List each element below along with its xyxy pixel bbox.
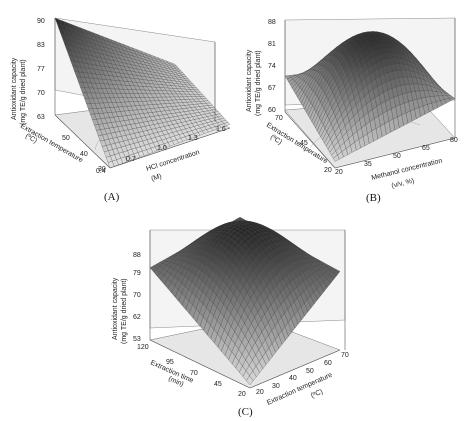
- panel-c-z-label: Antioxidant capacity: [112, 277, 119, 340]
- panel-c-caption: (C): [238, 406, 253, 418]
- panel-a-caption: (A): [104, 191, 120, 203]
- panel-b-y-axis: [284, 111, 336, 169]
- panel-a-x-axis: [109, 127, 231, 169]
- panel-b-y-tick: 20: [324, 167, 332, 174]
- panel-b-z-tick: 74: [268, 63, 276, 70]
- surface-mesh-cell: [223, 122, 231, 127]
- panel-a-x-tick: 1.0: [157, 145, 167, 152]
- panel-c-x-tick: 40: [289, 375, 297, 382]
- panel-b-y-tick: 45: [300, 140, 308, 147]
- panel-a-x-tick: 1.6: [216, 126, 226, 133]
- panel-c-z-tick: 53: [133, 336, 141, 343]
- panel-b-x-tick: 50: [393, 153, 401, 160]
- panel-b-surface: [284, 31, 456, 162]
- panel-c-y-tick: 45: [214, 381, 222, 388]
- panel-a-x-tick: 1.3: [188, 135, 198, 142]
- panel-a-x-tick: 0.4: [96, 168, 106, 175]
- panel-b-y-tick: 70: [275, 115, 283, 122]
- panel-c-z-tick: 79: [133, 270, 141, 277]
- panel-c-x-label-unit: (ºC): [310, 388, 324, 399]
- panel-b-x-tick: 20: [335, 169, 343, 176]
- panel-b-x-tick: 35: [364, 161, 372, 168]
- panel-a-z-tick: 63: [37, 114, 45, 121]
- panel-c-y-tick: 95: [166, 359, 174, 366]
- panel-c-z-tick: 70: [133, 292, 141, 299]
- panel-b-z-label: Antioxidant capacity: [246, 49, 253, 112]
- panel-a-y-axis: [54, 114, 111, 169]
- surface-mesh-cell: [448, 97, 456, 101]
- panel-c-z-tick: 88: [133, 252, 141, 259]
- panel-b-x-label-unit: (v/v, %): [391, 178, 415, 190]
- panel-c-y-tick: 20: [238, 391, 246, 398]
- panel-c-x-tick: 30: [272, 383, 280, 390]
- panel-a-x-tick: 0.7: [126, 156, 136, 163]
- panel-a-z-tick: 83: [37, 42, 45, 49]
- panel-c-y-tick: 120: [137, 344, 149, 351]
- panel-c-surface: [149, 216, 341, 386]
- panel-a-y-tick: 40: [80, 151, 88, 158]
- panel-a-surface: [54, 17, 231, 169]
- panel-a-z-tick: 77: [37, 66, 45, 73]
- panel-a-z-label: Antioxidant capacity: [11, 57, 18, 120]
- panel-b-z-tick: 60: [268, 107, 276, 114]
- panel-b-z-tick: 81: [268, 41, 276, 48]
- panel-b-caption: (B): [366, 192, 381, 204]
- surface-mesh-cell: [333, 269, 341, 276]
- panel-a-x-label-unit: (M): [150, 173, 162, 183]
- panel-a: 90 83 77 70 63 0.4 0.7 1.0 1.3 1.6 30 40…: [11, 17, 231, 203]
- panel-c-z-label-unit: (mg TE/g dried plant): [121, 278, 128, 344]
- panel-b-x-tick: 80: [450, 137, 458, 144]
- panel-b-z-tick: 88: [268, 19, 276, 26]
- panel-b: 88 81 74 67 60 20 35 50 65 80 20 45 70 A…: [246, 17, 458, 204]
- panel-a-y-tick: 50: [62, 135, 70, 142]
- panel-a-z-tick: 90: [37, 18, 45, 25]
- panel-b-z-label-unit: (mg TE/g dried plant): [255, 50, 262, 116]
- panel-b-x-axis: [334, 137, 456, 169]
- panel-c-y-tick: 70: [190, 370, 198, 377]
- panel-a-z-label-unit: (mg TE/g dried plant): [20, 59, 27, 125]
- panel-c-y-axis: [149, 339, 251, 389]
- panel-b-x-tick: 65: [422, 145, 430, 152]
- panel-c-x-tick: 60: [324, 360, 332, 367]
- panel-a-z-tick: 70: [37, 90, 45, 97]
- panel-c-x-tick: 50: [306, 368, 314, 375]
- panel-c-x-axis: [249, 349, 341, 389]
- panel-c-x-tick: 70: [341, 352, 349, 359]
- panel-a-y-tick: 30: [98, 166, 106, 173]
- panel-b-z-tick: 67: [268, 85, 276, 92]
- panel-c-z-tick: 62: [133, 314, 141, 321]
- panel-c-x-tick: 20: [256, 389, 264, 396]
- panel-c: 88 79 70 62 53 20 30 40 50 60 70 120 95 …: [112, 216, 349, 418]
